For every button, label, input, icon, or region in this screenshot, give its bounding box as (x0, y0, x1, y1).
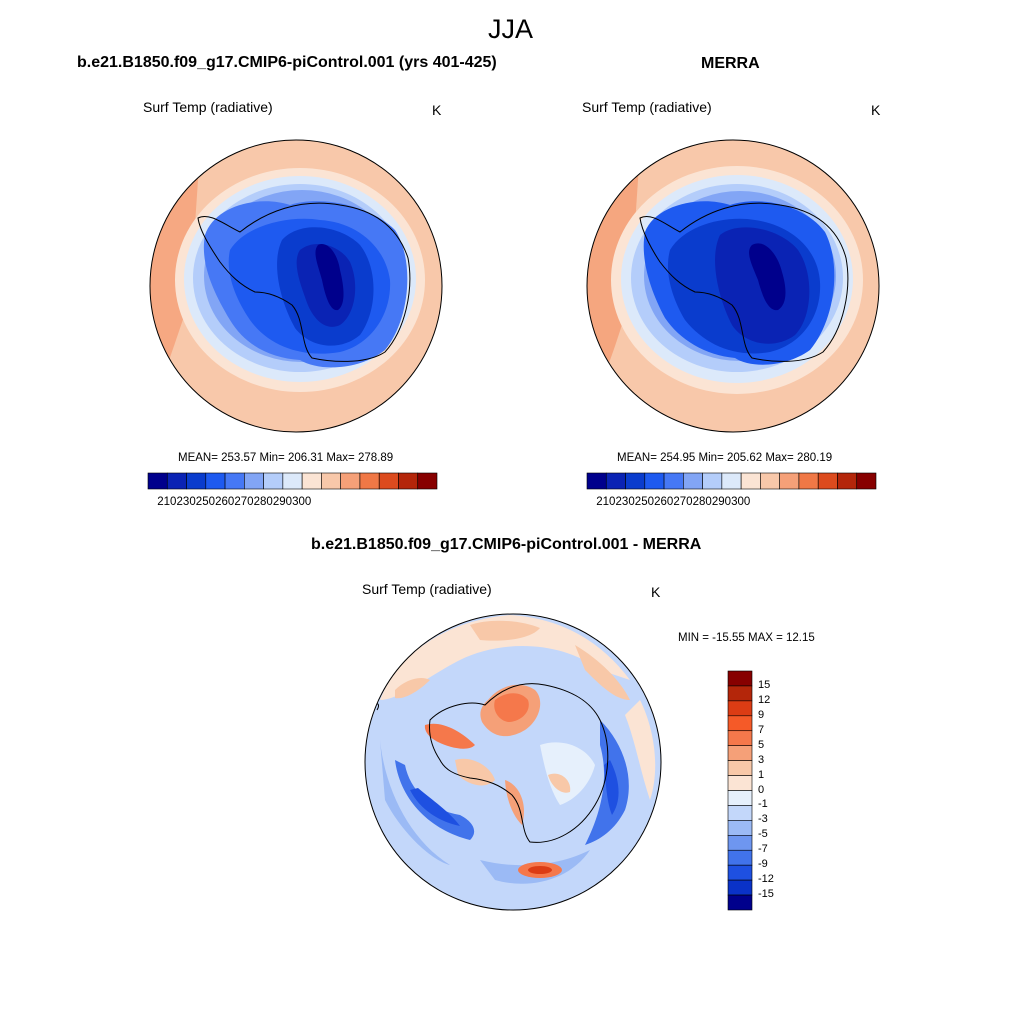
model-units-label: K (432, 102, 442, 118)
model-polar-map (150, 140, 442, 432)
colorbar-tick-label: 12 (758, 693, 771, 706)
model-colorbar (147, 472, 438, 490)
colorbar-swatch (586, 472, 607, 490)
colorbar-tick-label: 1 (758, 768, 765, 781)
colorbar-tick-label: -3 (758, 813, 768, 826)
model-variable-label: Surf Temp (radiative) (143, 99, 273, 115)
colorbar-tick-label: 260 (215, 496, 235, 508)
colorbar-tick-label: -12 (758, 873, 774, 886)
colorbar-swatch (244, 472, 264, 490)
diff-polar-map (365, 614, 661, 910)
colorbar-swatch (224, 472, 245, 490)
colorbar-swatch (683, 472, 703, 490)
colorbar-swatch (263, 472, 284, 490)
diff-stats: MIN = -15.55 MAX = 12.15 (678, 632, 815, 644)
colorbar-swatch (727, 775, 753, 791)
colorbar-swatch (727, 849, 753, 866)
colorbar-swatch (721, 472, 742, 490)
colorbar-swatch (727, 835, 753, 851)
colorbar-tick-label: 290 (711, 496, 732, 508)
colorbar-swatch (727, 685, 753, 702)
colorbar-swatch (798, 472, 819, 490)
colorbar-swatch (166, 472, 187, 490)
diff-colorbar (727, 670, 753, 911)
colorbar-swatch (727, 730, 753, 746)
colorbar-tick-label: 7 (758, 723, 765, 736)
colorbar-swatch (205, 472, 226, 490)
colorbar-tick-label: 260 (654, 496, 674, 508)
obs-colorbar (586, 472, 877, 490)
colorbar-tick-label: 230 (176, 496, 196, 508)
colorbar-tick-label: 290 (272, 496, 293, 508)
colorbar-swatch (702, 472, 723, 490)
colorbar-tick-label: 230 (615, 496, 635, 508)
colorbar-swatch (340, 472, 361, 490)
obs-polar-map (587, 140, 879, 432)
colorbar-swatch (779, 472, 800, 490)
colorbar-swatch (321, 472, 341, 490)
colorbar-tick-label: 280 (253, 496, 273, 508)
obs-units-label: K (871, 102, 881, 118)
colorbar-swatch (727, 715, 753, 732)
colorbar-swatch (644, 472, 665, 490)
colorbar-tick-label: 9 (758, 708, 765, 721)
figure-title: JJA (488, 14, 534, 44)
colorbar-swatch (417, 472, 438, 490)
colorbar-swatch (727, 700, 753, 717)
colorbar-tick-label: 3 (758, 753, 765, 766)
colorbar-swatch (625, 472, 646, 490)
colorbar-swatch (837, 472, 858, 490)
colorbar-tick-label: 280 (692, 496, 712, 508)
colorbar-tick-label: 5 (758, 738, 765, 751)
colorbar-swatch (727, 879, 753, 896)
colorbar-swatch (727, 670, 753, 687)
colorbar-tick-label: -9 (758, 858, 768, 871)
colorbar-swatch (663, 472, 684, 490)
obs-panel-title: MERRA (701, 55, 760, 72)
colorbar-tick-label: 250 (195, 496, 215, 508)
colorbar-tick-label: -7 (758, 843, 768, 856)
diff-variable-label: Surf Temp (radiative) (362, 581, 492, 597)
colorbar-tick-label: -15 (758, 888, 774, 901)
colorbar-tick-label: 0 (758, 783, 765, 796)
colorbar-swatch (147, 472, 168, 490)
colorbar-swatch (727, 805, 753, 821)
colorbar-swatch (856, 472, 877, 490)
model-stats: MEAN= 253.57 Min= 206.31 Max= 278.89 (178, 452, 394, 464)
colorbar-tick-label: 210 (596, 496, 616, 508)
colorbar-tick-label: 270 (234, 496, 254, 508)
colorbar-tick-label: 250 (634, 496, 654, 508)
diff-units-label: K (651, 584, 661, 600)
colorbar-tick-label: 270 (673, 496, 693, 508)
colorbar-swatch (605, 472, 626, 490)
colorbar-swatch (727, 760, 753, 776)
colorbar-swatch (186, 472, 207, 490)
colorbar-tick-label: 300 (292, 496, 312, 508)
colorbar-swatch (760, 472, 780, 490)
obs-stats: MEAN= 254.95 Min= 205.62 Max= 280.19 (617, 452, 833, 464)
colorbar-swatch (301, 472, 322, 490)
colorbar-tick-label: -5 (758, 828, 768, 841)
colorbar-swatch (378, 472, 399, 490)
colorbar-swatch (727, 745, 753, 761)
colorbar-swatch (817, 472, 838, 490)
colorbar-swatch (359, 472, 380, 490)
colorbar-swatch (727, 864, 753, 881)
colorbar-swatch (740, 472, 761, 490)
colorbar-swatch (727, 820, 753, 836)
diff-panel-title: b.e21.B1850.f09_g17.CMIP6-piControl.001 … (311, 536, 702, 553)
colorbar-tick-label: 300 (731, 496, 751, 508)
colorbar-tick-label: -1 (758, 798, 768, 811)
colorbar-tick-label: 210 (157, 496, 177, 508)
model-panel-title: b.e21.B1850.f09_g17.CMIP6-piControl.001 … (77, 54, 497, 71)
colorbar-swatch (727, 790, 753, 806)
colorbar-swatch (282, 472, 303, 490)
colorbar-swatch (727, 894, 753, 911)
obs-variable-label: Surf Temp (radiative) (582, 99, 712, 115)
colorbar-tick-label: 15 (758, 678, 771, 691)
colorbar-swatch (398, 472, 419, 490)
